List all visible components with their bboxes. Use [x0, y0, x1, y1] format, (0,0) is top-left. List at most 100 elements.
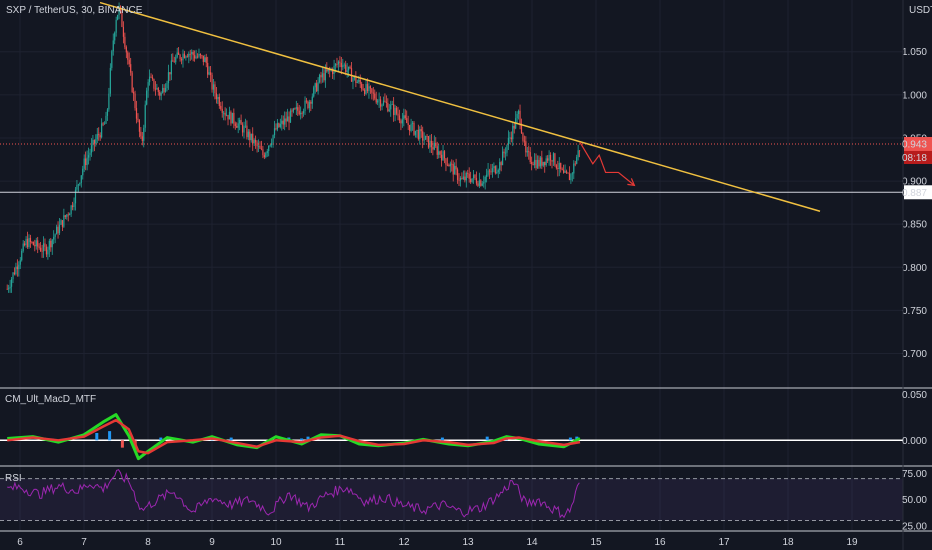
candle-up[interactable] [411, 122, 414, 124]
candle-up[interactable] [266, 151, 268, 154]
candle-down[interactable] [50, 240, 52, 248]
candle-down[interactable] [240, 120, 242, 125]
candle-down[interactable] [38, 246, 40, 248]
candle-down[interactable] [134, 93, 136, 109]
candle-up[interactable] [28, 237, 30, 248]
candle-up[interactable] [504, 152, 507, 154]
candle-up[interactable] [491, 168, 494, 173]
candle-down[interactable] [215, 93, 218, 100]
candle-down[interactable] [374, 93, 376, 99]
candle-down[interactable] [332, 69, 334, 74]
candle-up[interactable] [239, 120, 241, 124]
candle-up[interactable] [337, 61, 340, 65]
candle-down[interactable] [561, 168, 563, 170]
candle-up[interactable] [160, 92, 162, 96]
candle-down[interactable] [398, 115, 401, 121]
candle-down[interactable] [125, 47, 127, 53]
candle-up[interactable] [66, 214, 68, 217]
candle-up[interactable] [449, 163, 451, 167]
candle-down[interactable] [316, 83, 318, 92]
candle-down[interactable] [246, 125, 248, 138]
candle-up[interactable] [506, 145, 508, 153]
candle-down[interactable] [205, 57, 207, 63]
candle-down[interactable] [439, 151, 441, 155]
candle-up[interactable] [106, 109, 109, 116]
candle-up[interactable] [112, 40, 114, 52]
candle-down[interactable] [448, 165, 450, 167]
candle-down[interactable] [199, 53, 202, 56]
candle-down[interactable] [121, 10, 123, 27]
candle-down[interactable] [551, 160, 553, 162]
candle-up[interactable] [465, 172, 467, 181]
candle-up[interactable] [484, 176, 486, 183]
candle-up[interactable] [410, 123, 412, 131]
candle-up[interactable] [101, 123, 103, 138]
candle-down[interactable] [189, 53, 191, 55]
candle-down[interactable] [157, 88, 159, 92]
candle-down[interactable] [336, 64, 338, 65]
candle-down[interactable] [169, 72, 171, 75]
candle-up[interactable] [425, 135, 427, 140]
candle-down[interactable] [220, 105, 222, 109]
candle-down[interactable] [359, 79, 361, 84]
candle-down[interactable] [494, 166, 496, 174]
candle-up[interactable] [19, 260, 21, 265]
candle-down[interactable] [384, 100, 386, 102]
candle-down[interactable] [40, 247, 42, 251]
candle-down[interactable] [455, 165, 457, 170]
candle-up[interactable] [499, 162, 501, 171]
candle-down[interactable] [523, 140, 525, 142]
candle-up[interactable] [276, 123, 279, 130]
candle-up[interactable] [483, 182, 485, 184]
candle-down[interactable] [127, 52, 129, 60]
candle-up[interactable] [496, 172, 498, 174]
candle-up[interactable] [115, 19, 117, 33]
candle-down[interactable] [135, 108, 138, 119]
candle-down[interactable] [430, 140, 433, 148]
candle-down[interactable] [294, 108, 296, 110]
candle-down[interactable] [519, 110, 521, 124]
candle-up[interactable] [10, 279, 13, 287]
candle-down[interactable] [464, 176, 466, 181]
candle-down[interactable] [263, 155, 265, 158]
candle-down[interactable] [233, 112, 235, 124]
candle-down[interactable] [544, 161, 546, 166]
candle-down[interactable] [16, 266, 18, 270]
candle-down[interactable] [131, 72, 133, 93]
candle-down[interactable] [400, 120, 402, 124]
candle-down[interactable] [420, 129, 422, 132]
candle-down[interactable] [554, 153, 556, 166]
candle-up[interactable] [378, 99, 380, 101]
candle-up[interactable] [459, 177, 462, 181]
candle-down[interactable] [151, 77, 154, 79]
candle-down[interactable] [452, 164, 454, 175]
candle-up[interactable] [18, 264, 20, 270]
candle-up[interactable] [74, 189, 77, 204]
candle-up[interactable] [273, 128, 276, 136]
candle-up[interactable] [317, 82, 319, 92]
candle-up[interactable] [162, 87, 164, 93]
candle-up[interactable] [47, 249, 49, 255]
candle-down[interactable] [474, 174, 476, 179]
candle-down[interactable] [361, 83, 363, 89]
candle-down[interactable] [568, 173, 571, 181]
candle-down[interactable] [468, 173, 470, 179]
candle-down[interactable] [282, 120, 284, 125]
candle-down[interactable] [397, 113, 399, 116]
candle-up[interactable] [552, 153, 555, 162]
candle-down[interactable] [209, 72, 212, 75]
candle-up[interactable] [12, 272, 14, 280]
candle-up[interactable] [82, 168, 84, 176]
candle-down[interactable] [500, 162, 502, 166]
candle-up[interactable] [114, 32, 116, 41]
candle-down[interactable] [234, 123, 236, 127]
candle-up[interactable] [9, 286, 11, 289]
candle-down[interactable] [510, 137, 512, 140]
candle-down[interactable] [488, 170, 491, 172]
candle-up[interactable] [356, 81, 358, 83]
candle-down[interactable] [541, 157, 543, 166]
candle-down[interactable] [305, 100, 308, 102]
candle-up[interactable] [284, 118, 286, 125]
candle-up[interactable] [231, 112, 233, 124]
candle-up[interactable] [170, 60, 172, 75]
